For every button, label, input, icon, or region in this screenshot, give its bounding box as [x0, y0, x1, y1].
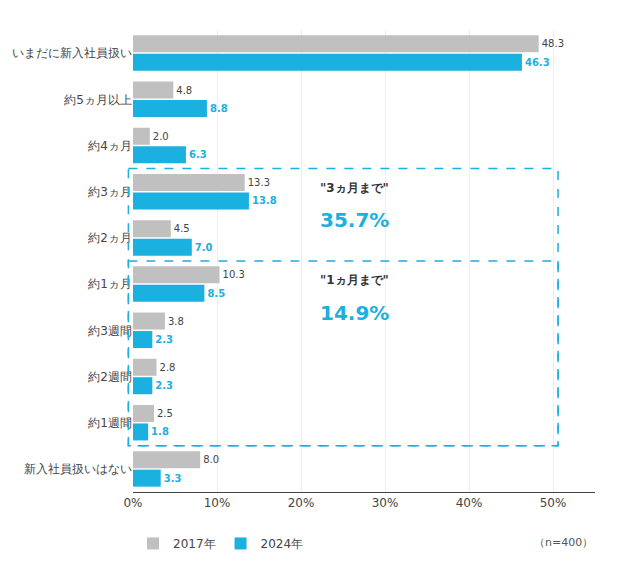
svg-text:約1週間: 約1週間	[88, 416, 132, 430]
svg-text:6.3: 6.3	[189, 149, 207, 160]
svg-text:10%: 10%	[204, 496, 231, 510]
svg-text:40%: 40%	[456, 496, 483, 510]
svg-text:約2週間: 約2週間	[88, 370, 132, 384]
svg-text:（n=400）: （n=400）	[534, 536, 593, 549]
svg-text:7.0: 7.0	[195, 242, 213, 253]
svg-text:50%: 50%	[540, 496, 567, 510]
svg-text:14.9%: 14.9%	[320, 301, 389, 325]
svg-text:約1ヵ月: 約1ヵ月	[88, 277, 132, 291]
svg-text:"1ヵ月まで": "1ヵ月まで"	[320, 273, 389, 287]
svg-text:48.3: 48.3	[542, 38, 564, 49]
svg-text:3.3: 3.3	[164, 473, 182, 484]
svg-text:いまだに新入社員扱い: いまだに新入社員扱い	[12, 46, 132, 60]
svg-text:13.3: 13.3	[248, 177, 270, 188]
svg-text:30%: 30%	[372, 496, 399, 510]
svg-text:1.8: 1.8	[151, 426, 169, 437]
svg-text:0%: 0%	[123, 496, 142, 510]
svg-text:2.3: 2.3	[155, 334, 173, 345]
svg-text:2.8: 2.8	[160, 362, 176, 373]
svg-text:13.8: 13.8	[252, 195, 277, 206]
svg-text:約4ヵ月: 約4ヵ月	[88, 139, 132, 153]
svg-text:約3ヵ月: 約3ヵ月	[88, 185, 132, 199]
svg-text:4.5: 4.5	[174, 223, 190, 234]
svg-text:新入社員扱いはない: 新入社員扱いはない	[24, 462, 132, 476]
svg-text:約2ヵ月: 約2ヵ月	[88, 231, 132, 245]
svg-text:46.3: 46.3	[525, 57, 550, 68]
svg-text:約5ヵ月以上: 約5ヵ月以上	[64, 93, 132, 107]
svg-text:約3週間: 約3週間	[88, 324, 132, 338]
svg-text:8.0: 8.0	[203, 454, 219, 465]
svg-text:8.5: 8.5	[207, 288, 225, 299]
svg-text:20%: 20%	[288, 496, 315, 510]
svg-text:3.8: 3.8	[168, 316, 184, 327]
svg-text:10.3: 10.3	[223, 269, 245, 280]
svg-text:2.5: 2.5	[157, 408, 173, 419]
svg-text:2.3: 2.3	[155, 380, 173, 391]
svg-text:2.0: 2.0	[153, 131, 169, 142]
svg-text:2017年: 2017年	[173, 537, 216, 551]
svg-text:8.8: 8.8	[210, 103, 228, 114]
svg-text:2024年: 2024年	[261, 537, 304, 551]
svg-text:35.7%: 35.7%	[320, 208, 389, 232]
svg-text:"3ヵ月まで": "3ヵ月まで"	[320, 181, 389, 195]
svg-text:4.8: 4.8	[176, 85, 192, 96]
